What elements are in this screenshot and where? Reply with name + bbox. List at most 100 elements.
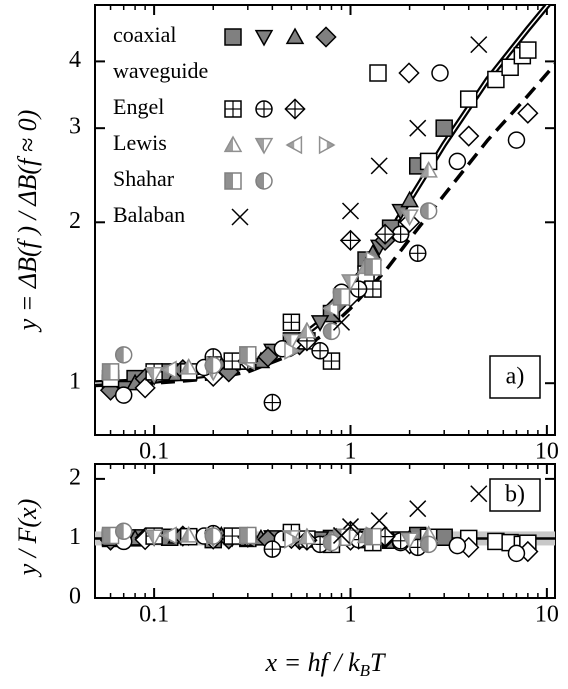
x-tick-label: 1: [344, 439, 356, 465]
marker-circle: [448, 536, 467, 555]
marker-tri-left: [161, 364, 169, 375]
data-point: [332, 313, 351, 331]
legend-marker: [431, 64, 449, 82]
marker-tri-left: [285, 135, 303, 155]
y-tick-label: 0: [69, 584, 81, 610]
marker-square: [102, 527, 111, 544]
x-tick-label: 1: [344, 602, 356, 628]
panel-label: b): [505, 482, 525, 508]
data-point: [144, 366, 164, 384]
x-tick-label: 0.1: [139, 602, 169, 628]
ratio-point: [160, 526, 177, 545]
marker-circle: [205, 528, 214, 545]
marker-square: [364, 258, 373, 275]
ratio-point: [419, 535, 438, 554]
ratio-point: [322, 533, 341, 552]
data-point: [419, 160, 438, 178]
marker-tri-up: [420, 162, 429, 177]
marker-cross: [341, 202, 360, 220]
marker-tri-right: [292, 534, 300, 545]
ratio-point: [470, 485, 488, 503]
marker-tri-up: [298, 323, 307, 338]
y-tick-label: 4: [69, 47, 81, 73]
marker-diamond: [257, 346, 279, 368]
data-point: [400, 209, 419, 227]
x-axis-label: x = hf / kBT: [265, 648, 386, 680]
data-point: [101, 363, 120, 381]
data-point: [310, 315, 330, 332]
marker-tri-left: [287, 140, 295, 150]
data-point: [349, 280, 368, 298]
legend-label: waveguide: [113, 58, 208, 83]
marker-tri-down: [256, 138, 264, 153]
data-point: [339, 229, 362, 252]
panel-label: a): [506, 364, 525, 390]
y-tick-label: 2: [69, 208, 81, 234]
marker-tri-down: [310, 315, 330, 332]
marker-tri-up: [400, 190, 419, 208]
data-point: [332, 288, 351, 306]
legend-marker: [285, 27, 305, 45]
marker-circle: [420, 202, 429, 219]
marker-square: [364, 528, 373, 545]
marker-circle: [420, 536, 429, 553]
data-point: [114, 386, 133, 404]
data-point: [459, 90, 478, 108]
marker-diamond: [517, 102, 539, 124]
marker-circle: [448, 152, 467, 171]
x-tick-label: 10: [535, 602, 559, 628]
legend-marker: [254, 137, 274, 155]
marker-square: [224, 28, 242, 46]
ratio-point: [284, 530, 301, 549]
marker-tri-up: [285, 27, 305, 45]
y-tick-label: 1: [69, 524, 81, 550]
data-point: [408, 244, 427, 263]
marker-cross: [409, 119, 427, 137]
legend-marker: [224, 100, 242, 118]
x-tick-label: 10: [535, 439, 559, 465]
marker-circle: [507, 131, 526, 149]
marker-tri-left: [161, 530, 169, 541]
data-point: [179, 357, 198, 375]
data-point: [322, 352, 341, 370]
marker-square: [239, 346, 248, 363]
data-point: [341, 202, 360, 220]
marker-cross: [470, 485, 488, 503]
data-point: [282, 313, 301, 332]
data-point: [284, 341, 301, 361]
marker-square: [102, 363, 111, 380]
data-point: [507, 131, 526, 149]
marker-tri-down: [401, 533, 410, 548]
marker-diamond: [458, 125, 480, 147]
marker-tri-up: [180, 359, 189, 374]
marker-tri-down: [342, 275, 351, 290]
data-point: [114, 346, 133, 364]
data-point: [517, 102, 539, 124]
x-label-end: T: [370, 648, 386, 677]
marker-square: [369, 64, 387, 82]
ratio-point: [409, 500, 427, 518]
marker-cross: [370, 512, 388, 530]
ratio-point: [297, 527, 317, 545]
marker-tri-up: [358, 528, 367, 543]
legend-marker: [255, 100, 273, 118]
marker-tri-up: [180, 527, 189, 542]
ratio-point: [400, 532, 419, 550]
data-point: [374, 223, 396, 245]
data-point: [419, 202, 438, 220]
data-point: [204, 356, 222, 375]
legend-marker: [231, 208, 249, 226]
ratio-point: [179, 525, 198, 543]
data-point: [160, 360, 177, 379]
x-tick-label: 0.1: [139, 439, 169, 465]
marker-square: [239, 527, 248, 544]
ratio-point: [144, 529, 164, 547]
marker-circle: [507, 544, 526, 563]
y-tick-label: 3: [69, 114, 81, 140]
marker-tri-up: [298, 529, 307, 544]
legend-marker: [398, 62, 420, 84]
data-point: [297, 321, 317, 339]
top-plot: [95, 5, 555, 412]
data-point: [400, 190, 419, 208]
marker-circle: [323, 534, 332, 551]
